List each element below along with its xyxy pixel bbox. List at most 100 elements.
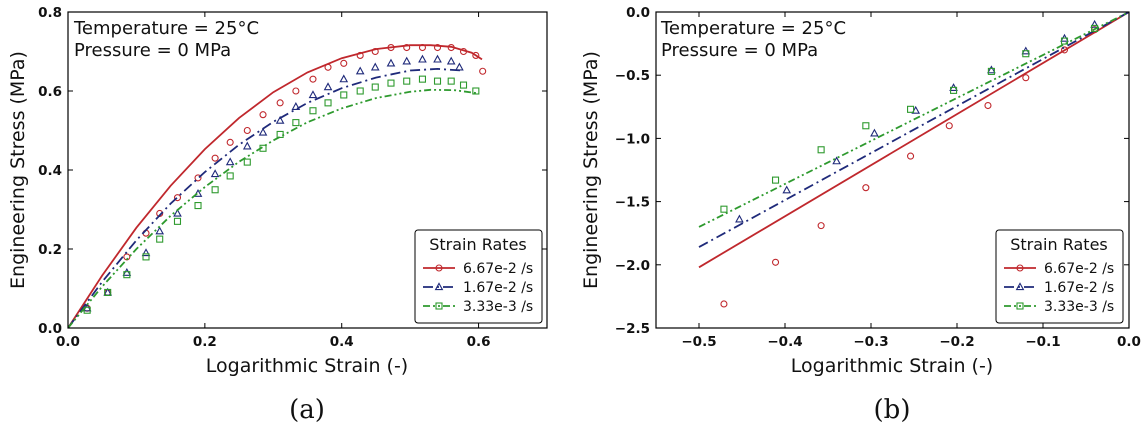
data-point-1 <box>735 214 744 223</box>
data-point-1 <box>987 65 996 74</box>
data-point-0 <box>356 51 364 60</box>
data-point-1 <box>258 127 268 136</box>
data-point-0 <box>226 138 234 146</box>
data-point-2 <box>907 105 915 113</box>
panel-a: 0.0 0.2 0.4 0.6 0.0 0.2 0.4 0.6 0.8 Temperature … <box>7 5 548 425</box>
data-point-2 <box>292 119 300 127</box>
data-point-1 <box>308 90 318 99</box>
data-point-2 <box>243 158 251 166</box>
data-point-2 <box>862 122 870 130</box>
y-tick-label: 0.4 <box>38 163 62 179</box>
data-point-0 <box>194 174 202 182</box>
data-point-2 <box>1022 50 1030 58</box>
data-point-1 <box>291 102 301 110</box>
data-point-1 <box>141 248 151 257</box>
data-point-1 <box>210 169 220 178</box>
x-axis-label-a: Logarithmic Strain (-) <box>206 355 408 377</box>
data-point-0 <box>276 99 284 107</box>
y-tick-label: 0.2 <box>38 242 62 258</box>
data-point-2 <box>83 306 91 314</box>
y-tick-label: 0.6 <box>38 84 62 100</box>
y-axis-label-a: Engineering Stress (MPa) <box>7 51 29 289</box>
data-point-2 <box>104 288 112 297</box>
data-point-1 <box>370 62 380 71</box>
data-point-2 <box>720 205 728 213</box>
series-line-2 <box>68 88 479 328</box>
data-point-2 <box>418 75 427 83</box>
data-point-2 <box>987 67 995 75</box>
series-line-2 <box>698 12 1129 228</box>
data-point-0 <box>1022 74 1030 82</box>
x-tick-label: −0.4 <box>767 334 802 350</box>
x-tick-label: 0.6 <box>467 334 491 350</box>
data-point-1 <box>173 208 182 217</box>
data-point-2 <box>226 172 234 180</box>
data-point-1 <box>433 54 442 63</box>
data-point-0 <box>211 154 219 162</box>
legend-entries-b: 6.67e-2 /s 1.67e-2 /s 3.33e-3 /s <box>1004 261 1114 315</box>
legend-title-a: Strain Rates <box>429 235 527 254</box>
data-point-2 <box>211 186 219 194</box>
data-point-2 <box>356 87 364 95</box>
plot-frame-b <box>655 11 1130 329</box>
data-point-2 <box>950 86 958 94</box>
data-point-0 <box>459 47 468 56</box>
data-point-2 <box>259 144 267 152</box>
data-point-0 <box>479 67 487 75</box>
data-point-2 <box>1091 24 1099 32</box>
data-point-0 <box>418 43 427 52</box>
annotation-pressure-b: Pressure = 0 MPa <box>661 40 818 61</box>
legend-title-b: Strain Rates <box>1010 235 1108 254</box>
x-tick-label: 0.4 <box>330 334 354 350</box>
y-tick-label: −2.5 <box>615 321 650 337</box>
series-line-0 <box>698 12 1129 269</box>
data-point-0 <box>907 152 915 160</box>
data-point-2 <box>459 81 468 89</box>
legend-marker-0 <box>1016 264 1024 272</box>
panel-label-a: (a) <box>289 395 325 425</box>
data-point-1 <box>242 141 252 150</box>
x-tick-label: 0.0 <box>56 334 80 350</box>
data-point-0 <box>771 258 780 266</box>
y-tick-label: −2.0 <box>615 258 650 274</box>
data-point-2 <box>403 77 411 85</box>
series-layer-a <box>68 43 487 328</box>
legend-marker-0 <box>435 264 443 272</box>
x-tick-label: 0.0 <box>1117 334 1141 350</box>
x-tick-label: −0.1 <box>1025 334 1060 350</box>
data-point-2 <box>156 235 164 243</box>
data-point-0 <box>292 87 300 95</box>
series-line-1 <box>68 67 462 328</box>
y-tick-label: 0.8 <box>38 5 62 21</box>
data-point-1 <box>225 157 235 166</box>
panel-label-b: (b) <box>874 395 911 425</box>
y-tick-label: 0.0 <box>38 321 62 337</box>
data-point-1 <box>155 226 165 235</box>
data-point-1 <box>355 66 365 75</box>
data-point-0 <box>173 194 182 202</box>
data-point-2 <box>123 271 131 279</box>
legend-label-0: 6.67e-2 /s <box>1044 261 1114 277</box>
annotation-temperature-a: Temperature = 25°C <box>73 18 259 39</box>
data-point-0 <box>472 51 480 60</box>
y-tick-label: −0.5 <box>615 68 650 84</box>
data-point-1 <box>1090 19 1099 28</box>
data-point-1 <box>418 54 427 63</box>
data-point-0 <box>387 43 395 52</box>
data-point-0 <box>817 222 825 230</box>
legend-marker-1 <box>1015 282 1025 291</box>
data-point-0 <box>984 101 992 110</box>
x-axis-label-b: Logarithmic Strain (-) <box>791 355 993 377</box>
data-point-2 <box>433 77 442 85</box>
data-point-0 <box>433 43 442 52</box>
data-point-1 <box>455 62 464 71</box>
x-tick-label: 0.2 <box>193 334 217 350</box>
data-point-1 <box>386 58 396 67</box>
data-point-2 <box>1060 37 1069 45</box>
data-point-1 <box>402 56 412 65</box>
x-tick-label: −0.5 <box>681 334 716 350</box>
data-point-2 <box>387 79 395 87</box>
x-tick-label: −0.2 <box>939 334 974 350</box>
panel-b: −0.5 −0.4 −0.3 −0.2 −0.1 0.0 0.0 −0.5 −1.0 −1.5 −2… <box>580 5 1141 425</box>
